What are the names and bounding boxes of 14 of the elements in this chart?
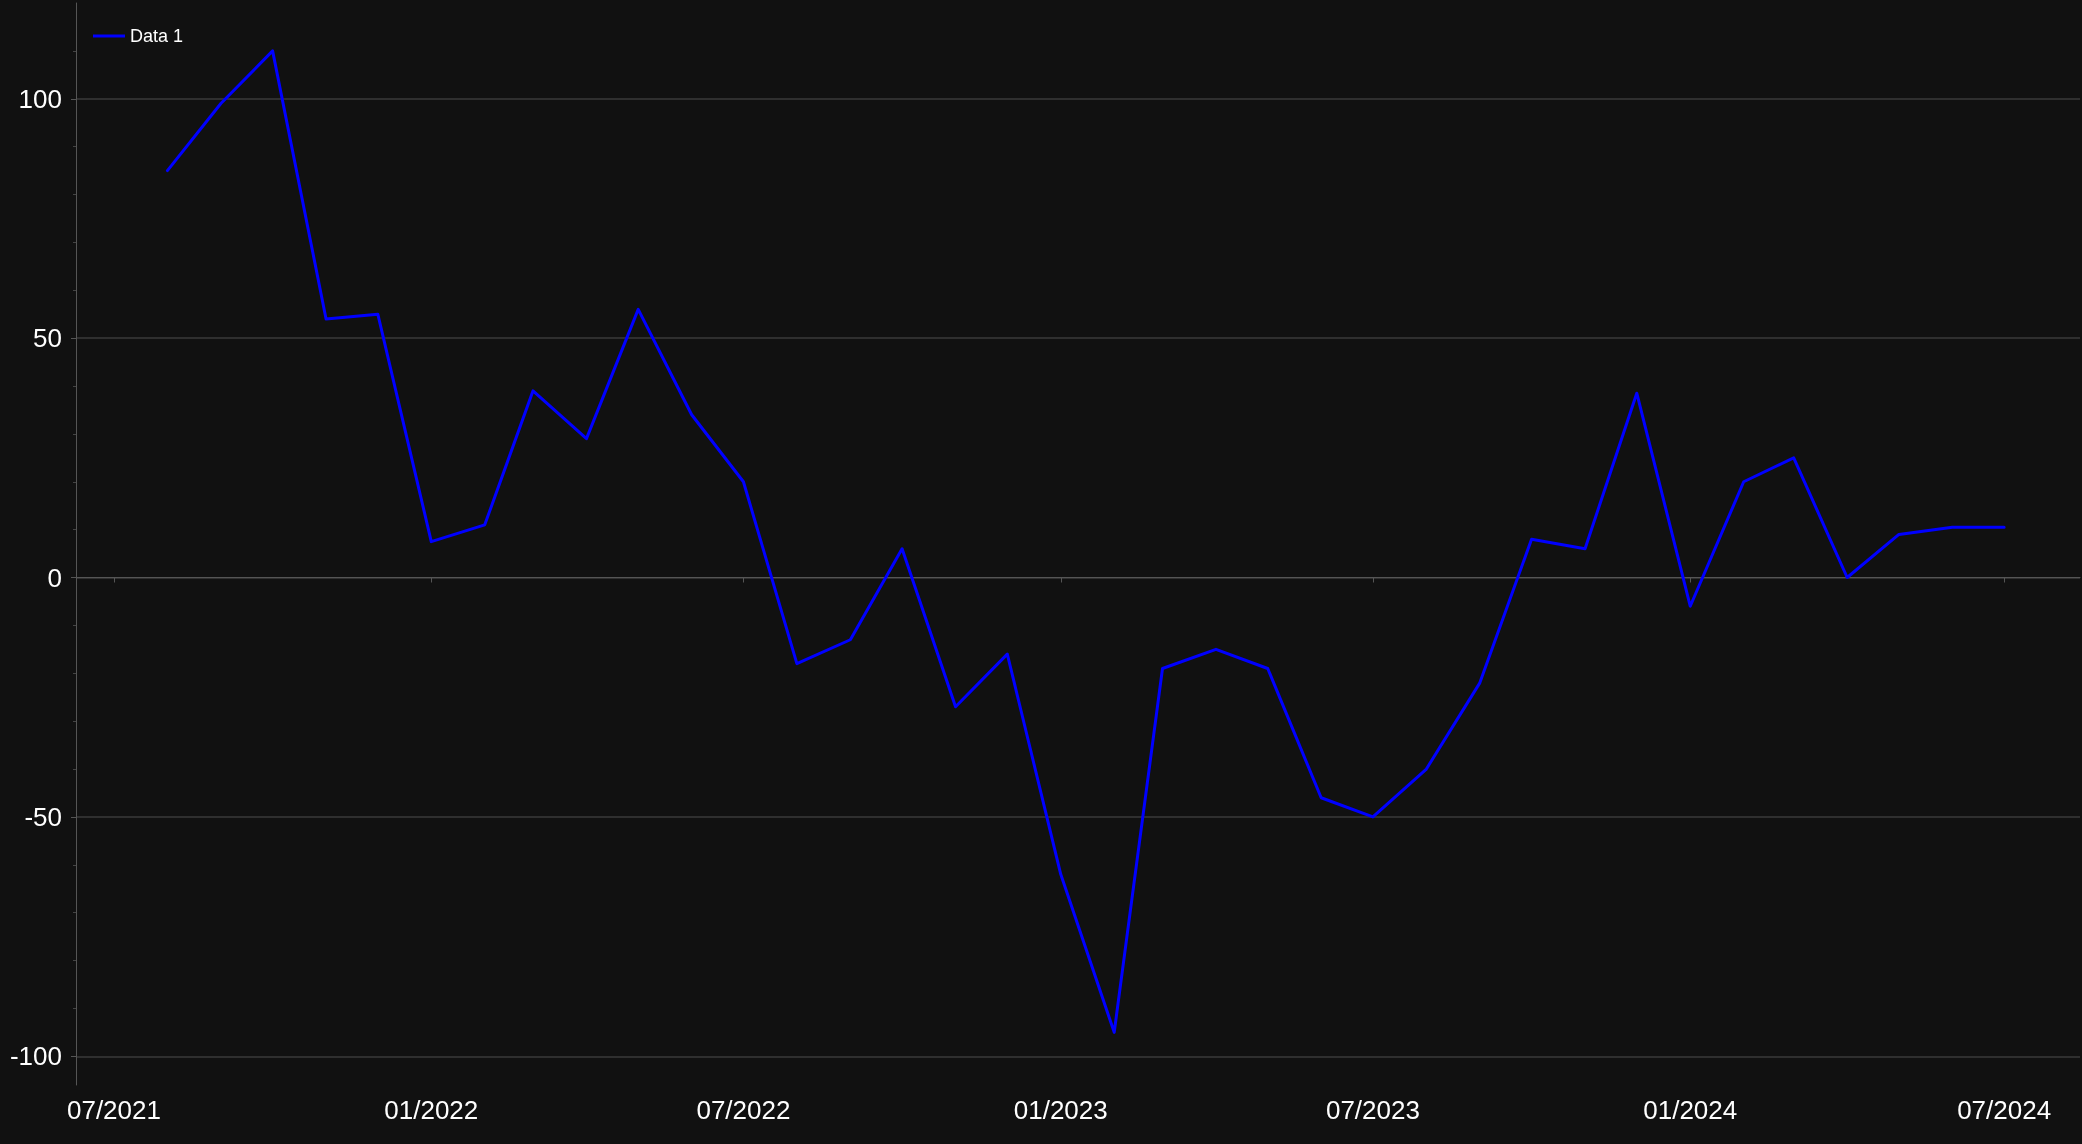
x-tick-label: 01/2024 bbox=[1643, 1095, 1738, 1125]
y-tick-label: -50 bbox=[24, 801, 62, 832]
x-tick-label: 01/2023 bbox=[1013, 1095, 1108, 1125]
x-tick-label: 07/2021 bbox=[66, 1095, 161, 1125]
y-tick-label: 100 bbox=[18, 83, 62, 114]
y-tick-label: 0 bbox=[47, 562, 62, 593]
x-tick-label: 07/2023 bbox=[1325, 1095, 1420, 1125]
line-series bbox=[165, 49, 2006, 1034]
x-tick-label: 07/2024 bbox=[1957, 1095, 2052, 1125]
y-tick-label: 50 bbox=[33, 323, 62, 354]
y-tick-label: -100 bbox=[9, 1041, 62, 1072]
x-tick-label: 07/2022 bbox=[696, 1095, 791, 1125]
legend-label: Data 1 bbox=[130, 26, 184, 46]
x-tick-label: 01/2022 bbox=[384, 1095, 479, 1125]
